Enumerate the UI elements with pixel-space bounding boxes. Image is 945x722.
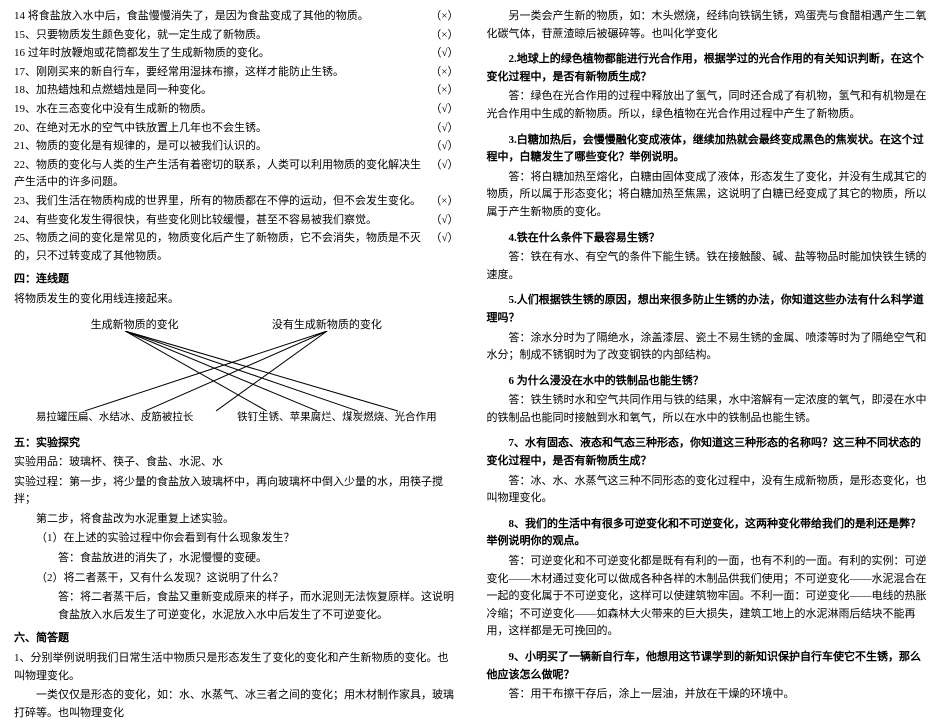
tf-24: 24、有些变化发生得很快，有些变化则比较缓慢，甚至不容易被我们察觉。 （√） <box>14 212 459 230</box>
tf-25: 25、物质之间的变化是常见的，物质变化后产生了新物质，它不会消失，物质是不灭的，… <box>14 230 459 265</box>
s5-line-2: 实验过程：第一步，将少量的食盐放入玻璃杯中，再向玻璃杯中倒入少量的水，用筷子搅拌… <box>14 474 459 509</box>
t: 将食盐放入水中后，食盐慢慢消失了，是因为食盐变成了其他的物质。 <box>28 10 369 22</box>
q7: 7、水有固态、液态和气态三种形态，你知道这三种形态的名称吗？这三种不同状态的变化… <box>487 435 932 470</box>
q2: 2.地球上的绿色植物都能进行光合作用，根据学过的光合作用的有关知识判断，在这个变… <box>487 51 932 86</box>
q5: 5.人们根据铁生锈的原因，想出来很多防止生锈的办法，你知道这些办法有什么科学道理… <box>487 292 932 327</box>
s5-q2: （2）将二者蒸干，又有什么发现？这说明了什么？ <box>36 570 459 588</box>
tf-14: 14 将食盐放入水中后，食盐慢慢消失了，是因为食盐变成了其他的物质。 （×） <box>14 8 459 26</box>
s5-q1: （1）在上述的实验过程中你会看到有什么现象发生？ <box>36 530 459 548</box>
a3: 答：将白糖加热至熔化，白糖由固体变成了液体，形态发生了变化，并没有生成其它的物质… <box>487 169 932 222</box>
section-6-title: 六、简答题 <box>14 630 459 648</box>
right-column: 另一类会产生新的物质，如：木头燃烧，经纬向铁锅生锈，鸡蛋壳与食醋相遇产生二氧化碳… <box>473 0 945 668</box>
q8: 8、我们的生活中有很多可逆变化和不可逆变化，这两种变化带给我们的是利还是弊？举例… <box>487 516 932 551</box>
tf-17: 17、刚刚买来的新自行车，要经常用湿抹布擦，这样才能防止生锈。 （×） <box>14 64 459 82</box>
a7: 答：冰、水、水蒸气这三种不同形态的变化过程中，没有生成新物质，是形态变化，也叫物… <box>487 473 932 508</box>
tf-16: 16 过年时放鞭炮或花筒都发生了生成新物质的变化。 （√） <box>14 45 459 63</box>
q3: 3.白糖加热后，会慢慢融化变成液体，继续加热就会最终变成黑色的焦炭状。在这个过程… <box>487 132 932 167</box>
a4: 答：铁在有水、有空气的条件下能生锈。铁在接触酸、碱、盐等物品时能加快铁生锈的速度… <box>487 249 932 284</box>
section-4-sub: 将物质发生的变化用线连接起来。 <box>14 291 459 309</box>
tf-22: 22、物质的变化与人类的生产生活有着密切的联系，人类可以利用物质的变化解决生产生… <box>14 157 459 192</box>
s5-a1: 答：食盐放进的消失了，水泥慢慢的变硬。 <box>58 550 459 568</box>
p0: 另一类会产生新的物质，如：木头燃烧，经纬向铁锅生锈，鸡蛋壳与食醋相遇产生二氧化碳… <box>487 8 932 43</box>
a8: 答：可逆变化和不可逆变化都是既有有利的一面，也有不利的一面。有利的实例：可逆变化… <box>487 553 932 641</box>
q4: 4.铁在什么条件下最容易生锈？ <box>487 230 932 248</box>
left-column: 14 将食盐放入水中后，食盐慢慢消失了，是因为食盐变成了其他的物质。 （×） 1… <box>0 0 473 668</box>
n: 14 <box>14 10 25 22</box>
tf-15: 15、只要物质发生颜色变化，就一定生成了新物质。 （×） <box>14 27 459 45</box>
section-4-title: 四：连线题 <box>14 271 459 289</box>
q9: 9、小明买了一辆新自行车，他想用这节课学到的新知识保护自行车使它不生锈，那么他应… <box>487 649 932 684</box>
s6-a1: 一类仅仅是形态的变化，如：水、水蒸气、冰三者之间的变化；用木材制作家具，玻璃打碎… <box>14 687 459 722</box>
tf-18: 18、加热蜡烛和点燃蜡烛是同一种变化。 （×） <box>14 82 459 100</box>
matching-diagram: 生成新物质的变化 没有生成新物质的变化 易拉罐压扁、水结冰、皮筋被拉长 铁钉生锈… <box>14 317 459 427</box>
diag-bot-2: 铁钉生锈、苹果腐烂、煤炭燃烧、光合作用 <box>237 410 437 427</box>
tf-19: 19、水在三态变化中没有生成新的物质。 （√） <box>14 101 459 119</box>
a9: 答：用干布擦干存后，涂上一层油，并放在干燥的环境中。 <box>487 686 932 704</box>
q6: 6 为什么浸没在水中的铁制品也能生锈？ <box>487 373 932 391</box>
tf-23: 23、我们生活在物质构成的世界里，所有的物质都在不停的运动，但不会发生变化。 （… <box>14 193 459 211</box>
section-5-title: 五：实验探究 <box>14 435 459 453</box>
mark: （×） <box>427 8 459 26</box>
a6: 答：铁生锈时水和空气共同作用与铁的结果，水中溶解有一定浓度的氧气，即浸在水中的铁… <box>487 392 932 427</box>
s5-line-3: 第二步，将食盐改为水泥重复上述实验。 <box>36 511 459 529</box>
s5-line-1: 实验用品：玻璃杯、筷子、食盐、水泥、水 <box>14 454 459 472</box>
s5-a2: 答：将二者蒸干后，食盐又重新变成原来的样子，而水泥则无法恢复原样。这说明食盐放入… <box>58 589 459 624</box>
tf-21: 21、物质的变化是有规律的，是可以被我们认识的。 （√） <box>14 138 459 156</box>
tf-20: 20、在绝对无水的空气中铁放置上几年也不会生锈。 （√） <box>14 120 459 138</box>
a5: 答：涂水分时为了隔绝水，涂盖漆层、瓷土不易生锈的金属、喷漆等时为了隔绝空气和水分… <box>487 330 932 365</box>
diagram-svg <box>14 331 459 413</box>
diag-bot-1: 易拉罐压扁、水结冰、皮筋被拉长 <box>36 410 194 427</box>
a2: 答：绿色在光合作用的过程中释放出了氢气，同时还合成了有机物，氢气和有机物是在光合… <box>487 88 932 123</box>
